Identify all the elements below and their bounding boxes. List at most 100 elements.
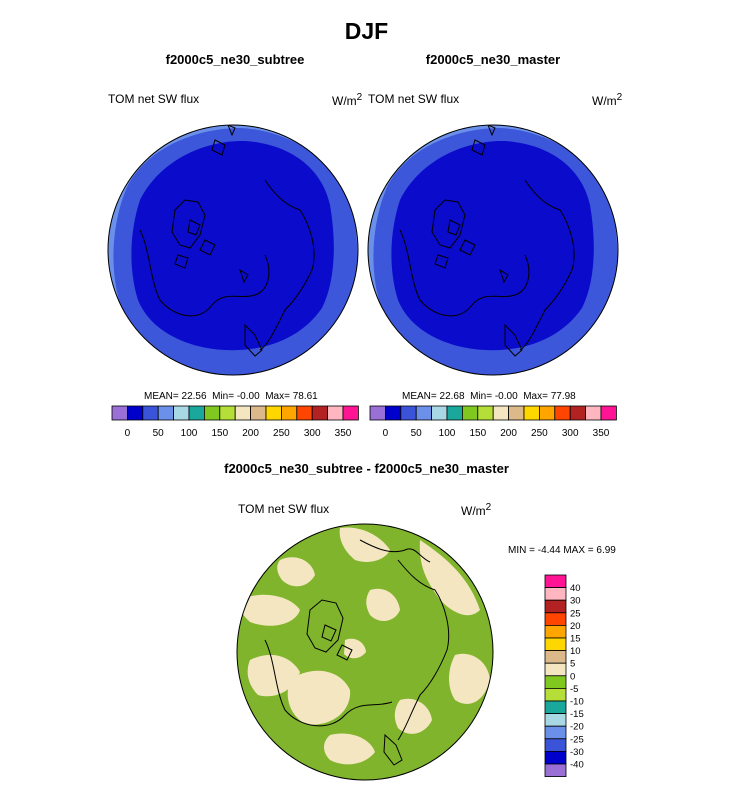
panel2-coast-eurasia [519,179,575,351]
panel3-coast-europe [383,733,403,766]
panel1-max: 78.61 [292,391,318,402]
panel1-colorbar-tick-label-1: 50 [153,428,165,439]
panel2-map-border [367,124,619,376]
panel2-stats: MEAN= 22.68 Min= -0.00 Max= 77.98 [402,391,576,402]
panel2-colorbar-box-1 [384,405,402,421]
panel3-colorbar-box-6 [544,650,567,664]
panel1-colorbar-box-2 [142,405,159,421]
panel1-colorbar: 0 50 100 150 200 250 300 350 [111,405,359,439]
panel2-colorbar-box-7 [477,405,494,421]
panel3-colorbar-label-3: 20 [570,621,581,632]
panel2-colorbar-tick-label-7: 350 [593,428,610,439]
panel2-coast-pacific [471,125,496,156]
panel1-coast-archipelago [174,219,216,269]
panel2-coastlines [399,125,575,357]
panel2-colorbar-box-0 [369,405,386,421]
panel2-colorbar-box-10 [523,405,540,421]
panel3-colorbar-label-10: -15 [570,709,584,720]
panel1-coast-eurasia [259,179,315,351]
panel3-colorbar-box-7 [544,662,567,677]
panel2-colorbar-tick-label-0: 0 [383,428,389,439]
panel1-colorbar-tick-label-5: 250 [273,428,290,439]
panel2-units-sup: 2 [616,92,623,103]
panel2-colorbar-box-2 [400,405,417,421]
panel1-units-sup: 2 [356,92,363,103]
panel3-patch-se [394,698,432,734]
panel1-map [107,124,359,376]
panel2-colorbar-box-12 [554,405,571,421]
panel1-colorbar-box-13 [311,405,329,421]
panel1-coast-europe [244,323,263,357]
panel2-mean-label: MEAN= [402,391,437,402]
panel2-colorbar-box-8 [492,405,510,421]
panel3-patch-sw [247,654,300,697]
panel3-units: W/m2 [461,502,491,518]
panel1-colorbar-box-4 [173,405,190,421]
panel1-colorbar-box-11 [280,405,298,421]
panel1-title: f2000c5_ne30_subtree [165,52,305,67]
panel3-stats: MIN = -4.44 MAX = 6.99 [508,545,616,556]
panel2-coast-americas [399,229,530,317]
panel2-colorbar-box-4 [431,405,448,421]
panel3-colorbar-box-0 [544,574,567,589]
panel3-units-sup: 2 [485,502,492,513]
panel2-left-string: TOM net SW flux [368,92,460,106]
panel2-coast-greenland [431,199,466,249]
panel1-coast-svalbard [239,268,249,284]
panel1-colorbar-tick-label-0: 0 [125,428,131,439]
panel3-coast-greenland [306,599,344,653]
panel1-max-label: Max= [265,391,290,402]
panel3-colorbar-label-12: -25 [570,734,584,745]
panel1-colorbar-box-8 [234,405,251,421]
panel3-map [236,523,494,781]
panel3-colorbar-box-8 [544,675,567,689]
panel3-colorbar-box-15 [544,763,567,778]
panel3-max: 6.99 [596,545,616,556]
panel3-left-string: TOM net SW flux [238,502,330,516]
panel1-colorbar-box-3 [157,405,174,421]
panel1-stats: MEAN= 22.56 Min= -0.00 Max= 78.61 [144,391,318,402]
panel3-colorbar-box-9 [544,688,567,702]
panel3-colorbar-box-3 [544,612,567,626]
page-title: DJF [344,18,389,44]
panel2-title: f2000c5_ne30_master [425,52,561,67]
panel3-colorbar-label-9: -10 [570,697,584,708]
panel3-map-border [236,523,494,781]
panel2-units: W/m2 [592,92,622,108]
panel2-colorbar-box-15 [600,405,617,421]
panel2-colorbar-box-9 [508,405,525,421]
panel3-colorbar-label-4: 15 [570,634,581,645]
panel3-patch-south [324,733,375,765]
panel3-colorbar-box-10 [544,700,567,715]
panel3-patch-east [449,653,490,704]
panel3-patch-ne [419,540,480,616]
panel2-mean: 22.68 [439,391,465,402]
panel3-colorbar-label-5: 10 [570,646,581,657]
panel2-min: -0.00 [494,391,518,402]
panel3-positive-patches [239,527,490,765]
panel2-colorbar-tick-label-1: 50 [411,428,423,439]
panel1-coast-americas [139,229,270,317]
panel1-coast-greenland [171,199,206,249]
panel2-coast-archipelago [434,219,476,269]
panel1-colorbar-box-1 [127,405,144,421]
panel3-colorbar-label-0: 40 [570,583,581,594]
panel1-coast-pacific [211,125,236,156]
panel3-patch-mid-west [277,557,315,587]
panel1-colorbar-box-15 [342,405,359,421]
panel2-inner-region [391,140,594,351]
panel3-colorbar-box-12 [544,725,567,740]
panel2-max: 77.98 [550,391,576,402]
panel3-colorbar-box-14 [544,751,567,765]
panel3-colorbar-label-1: 30 [570,596,581,607]
panel1-colorbar-box-10 [265,405,282,421]
panel3-colorbar-box-1 [544,587,567,601]
panel1-colorbar-tick-label-2: 100 [181,428,198,439]
panel1-colorbar-box-7 [219,405,236,421]
panel2-colorbar-tick-label-4: 200 [500,428,517,439]
panel3-patch-mid-east [366,588,400,622]
panel2-units-base: W/m [592,94,617,108]
panel3-colorbar-label-6: 5 [570,659,575,670]
